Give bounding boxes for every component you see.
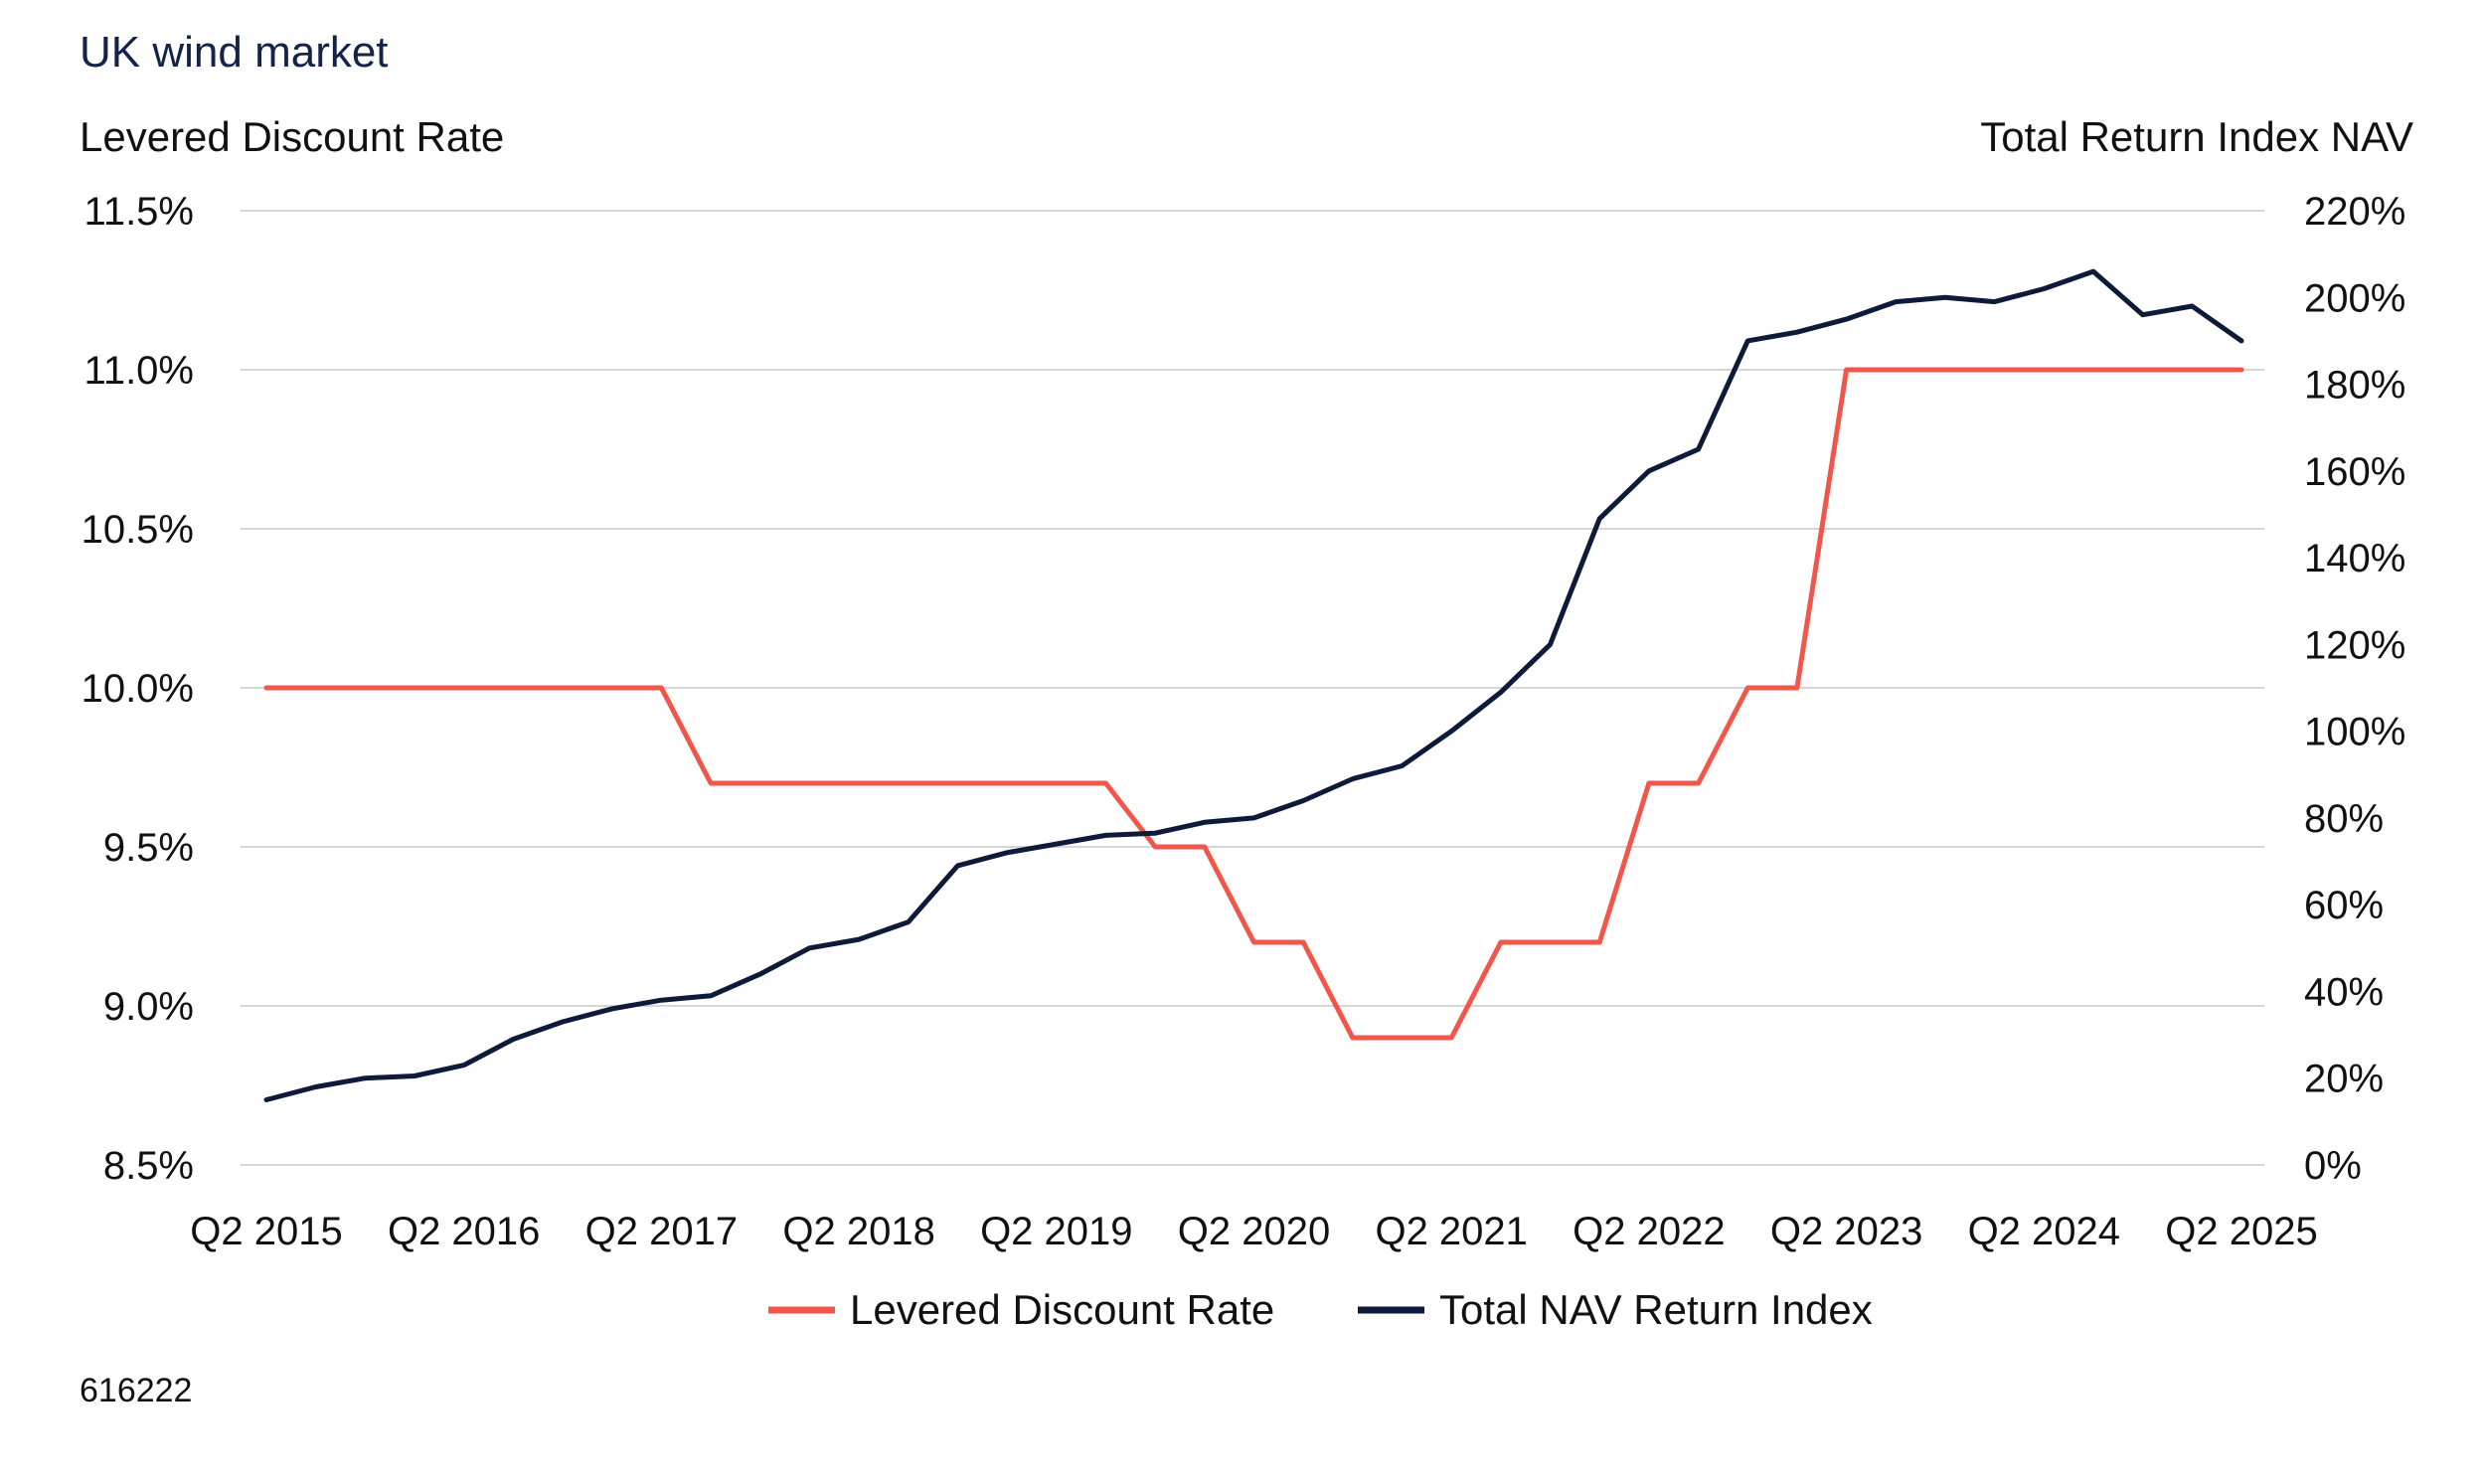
x-tick-label: Q2 2015 — [190, 1210, 342, 1253]
right-y-tick-label: 80% — [2304, 797, 2384, 841]
legend-label: Total NAV Return Index — [1439, 1286, 1873, 1333]
x-tick-label: Q2 2024 — [1968, 1210, 2120, 1253]
right-y-tick-label: 20% — [2304, 1058, 2384, 1101]
right-axis-title: Total Return Index NAV — [1980, 113, 2413, 160]
series-line-levered-discount-rate — [263, 367, 2244, 1041]
x-tick-label: Q2 2019 — [980, 1210, 1132, 1253]
x-tick-label: Q2 2021 — [1375, 1210, 1527, 1253]
left-y-tick-label: 10.5% — [82, 508, 194, 552]
left-y-tick-label: 9.5% — [103, 826, 194, 870]
right-y-tick-label: 40% — [2304, 970, 2384, 1014]
right-y-tick-label: 0% — [2304, 1144, 2362, 1188]
right-y-tick-label: 140% — [2304, 537, 2405, 580]
x-tick-label: Q2 2016 — [388, 1210, 540, 1253]
left-y-tick-label: 11.0% — [84, 349, 194, 393]
left-y-tick-label: 11.5% — [84, 190, 194, 234]
right-y-tick-label: 160% — [2304, 450, 2405, 494]
series-line-total-nav-return-index — [263, 268, 2244, 1102]
legend-label: Levered Discount Rate — [850, 1286, 1274, 1333]
right-y-tick-label: 120% — [2304, 623, 2405, 667]
right-y-tick-label: 100% — [2304, 711, 2405, 754]
x-tick-label: Q2 2023 — [1770, 1210, 1922, 1253]
left-y-tick-label: 9.0% — [103, 985, 194, 1029]
right-y-tick-label: 200% — [2304, 276, 2405, 320]
footer-id: 616222 — [80, 1372, 193, 1409]
x-tick-label: Q2 2017 — [585, 1210, 738, 1253]
left-y-tick-label: 10.0% — [82, 667, 194, 711]
x-tick-label: Q2 2018 — [782, 1210, 934, 1253]
right-y-tick-label: 60% — [2304, 884, 2384, 927]
left-axis-title: Levered Discount Rate — [80, 113, 505, 160]
x-tick-label: Q2 2020 — [1178, 1210, 1330, 1253]
chart-title: UK wind market — [80, 28, 389, 77]
x-tick-label: Q2 2025 — [2165, 1210, 2317, 1253]
right-y-tick-label: 220% — [2304, 190, 2405, 234]
left-y-tick-label: 8.5% — [103, 1144, 194, 1188]
x-tick-label: Q2 2022 — [1573, 1210, 1725, 1253]
right-y-tick-label: 180% — [2304, 364, 2405, 408]
